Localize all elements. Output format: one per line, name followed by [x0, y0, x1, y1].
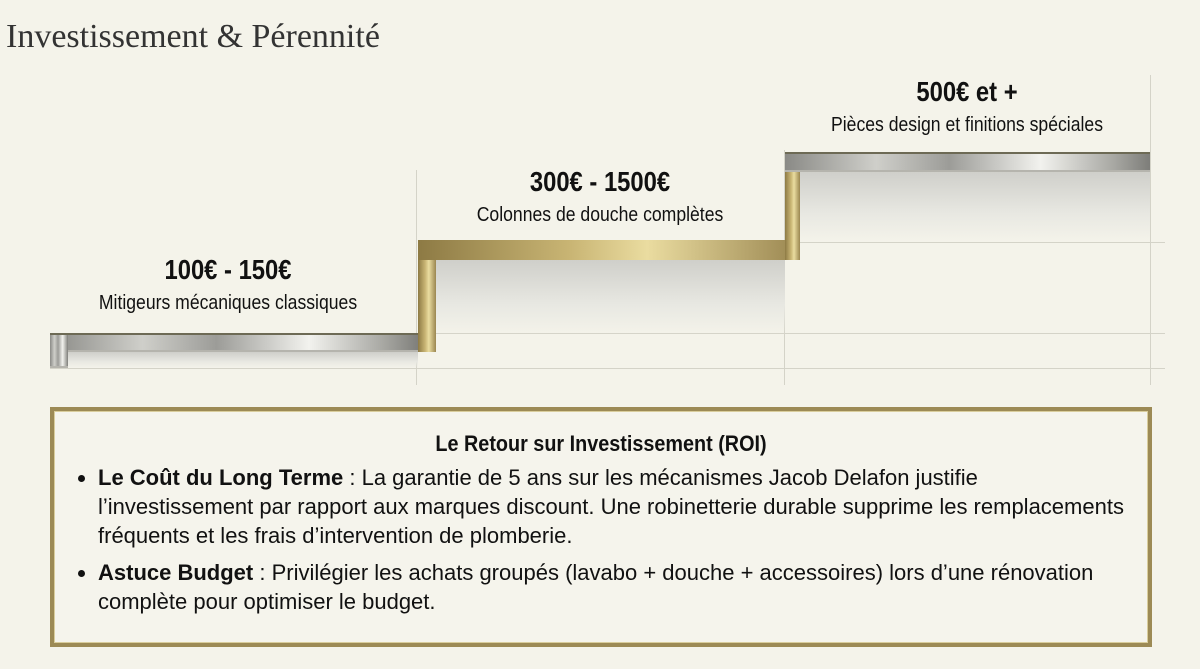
roi-bullet: Astuce Budget : Privilégier les achats g…: [98, 558, 1128, 616]
grid-line: [50, 368, 1165, 369]
roi-bullet-list: Le Coût du Long Terme : La garantie de 5…: [54, 463, 1148, 616]
step-1-label: 100€ - 150€ Mitigeurs mécaniques classiq…: [81, 254, 374, 315]
roi-bullet: Le Coût du Long Terme : La garantie de 5…: [98, 463, 1128, 550]
step-3-price: 500€ et +: [916, 76, 1018, 107]
step-3-label: 500€ et + Pièces design et finitions spé…: [812, 76, 1121, 137]
step-1-price: 100€ - 150€: [164, 254, 292, 285]
grid-line: [416, 170, 417, 385]
step-riser-1: [418, 240, 436, 352]
bullet-text: : Privilégier les achats groupés (lavabo…: [98, 560, 1094, 614]
step-1-edge: [50, 333, 68, 368]
roi-box: Le Retour sur Investissement (ROI) Le Co…: [50, 407, 1152, 647]
step-shade: [68, 352, 418, 368]
bullet-text: : La garantie de 5 ans sur les mécanisme…: [98, 465, 1124, 548]
step-3-description: Pièces design et finitions spéciales: [831, 114, 1103, 136]
step-2-description: Colonnes de douche complètes: [476, 204, 724, 226]
grid-line: [800, 242, 1165, 243]
step-1-bar: [50, 333, 420, 352]
step-shade: [436, 260, 785, 335]
page-title: Investissement & Pérennité: [6, 18, 380, 55]
bullet-label: Astuce Budget: [98, 560, 254, 585]
grid-line: [436, 333, 1165, 334]
step-riser-2: [785, 152, 800, 260]
step-2-bar: [418, 240, 800, 260]
step-2-price: 300€ - 1500€: [529, 166, 671, 197]
step-1-description: Mitigeurs mécaniques classiques: [98, 292, 358, 314]
step-2-label: 300€ - 1500€ Colonnes de douche complète…: [460, 166, 740, 227]
grid-line: [1150, 75, 1151, 385]
bullet-label: Le Coût du Long Terme: [98, 465, 344, 490]
step-shade: [800, 172, 1150, 242]
roi-heading: Le Retour sur Investissement (ROI): [435, 431, 767, 456]
step-3-bar: [785, 152, 1150, 172]
